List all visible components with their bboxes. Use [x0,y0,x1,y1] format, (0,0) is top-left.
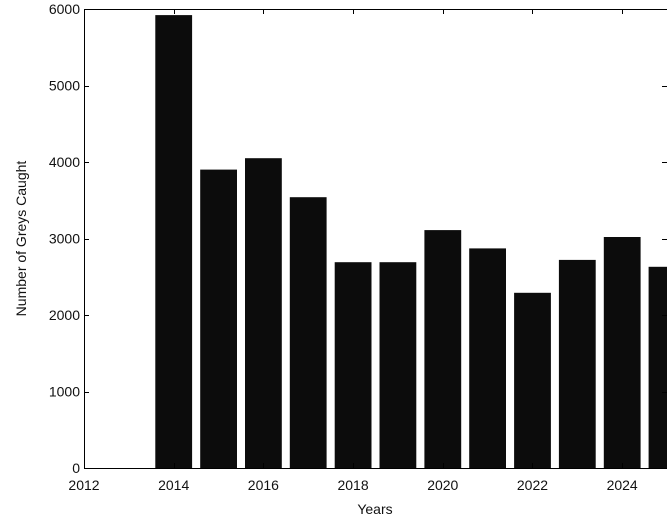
bar-2018 [334,262,372,468]
x-tick-label-2018: 2018 [337,477,368,493]
tick-labels-group: 0 1000 2000 3000 4000 5000 6000 2012 2014 2016 201… [49,1,638,493]
x-tick-label-2024: 2024 [607,477,638,493]
x-tick-label-2016: 2016 [248,477,279,493]
bar-2016 [245,158,282,468]
y-tick-label-5000: 5000 [49,78,80,94]
y-axis-label: Number of Greys Caught [13,161,29,317]
x-tick-label-2022: 2022 [517,477,548,493]
bar-2021 [469,248,506,468]
x-tick-label-2014: 2014 [158,477,189,493]
bars-group [155,15,667,468]
x-tick-label-2020: 2020 [427,477,458,493]
y-tick-label-2000: 2000 [49,307,80,323]
bar-2017 [289,197,327,468]
bar-2019 [379,262,417,468]
bar-2022 [514,292,551,468]
bar-2015 [200,169,237,468]
y-tick-label-0: 0 [72,460,80,476]
bar-2024 [603,237,641,468]
ticks-group [84,9,667,469]
y-tick-label-3000: 3000 [49,231,80,247]
y-tick-label-6000: 6000 [49,1,80,17]
bar-2014 [155,15,193,468]
x-axis-label: Years [357,501,392,517]
y-tick-label-1000: 1000 [49,384,80,400]
bar-2023 [558,259,596,468]
bar-2025 [648,266,667,468]
bar-2020 [424,230,462,468]
x-tick-label-2012: 2012 [68,477,99,493]
y-tick-label-4000: 4000 [49,154,80,170]
